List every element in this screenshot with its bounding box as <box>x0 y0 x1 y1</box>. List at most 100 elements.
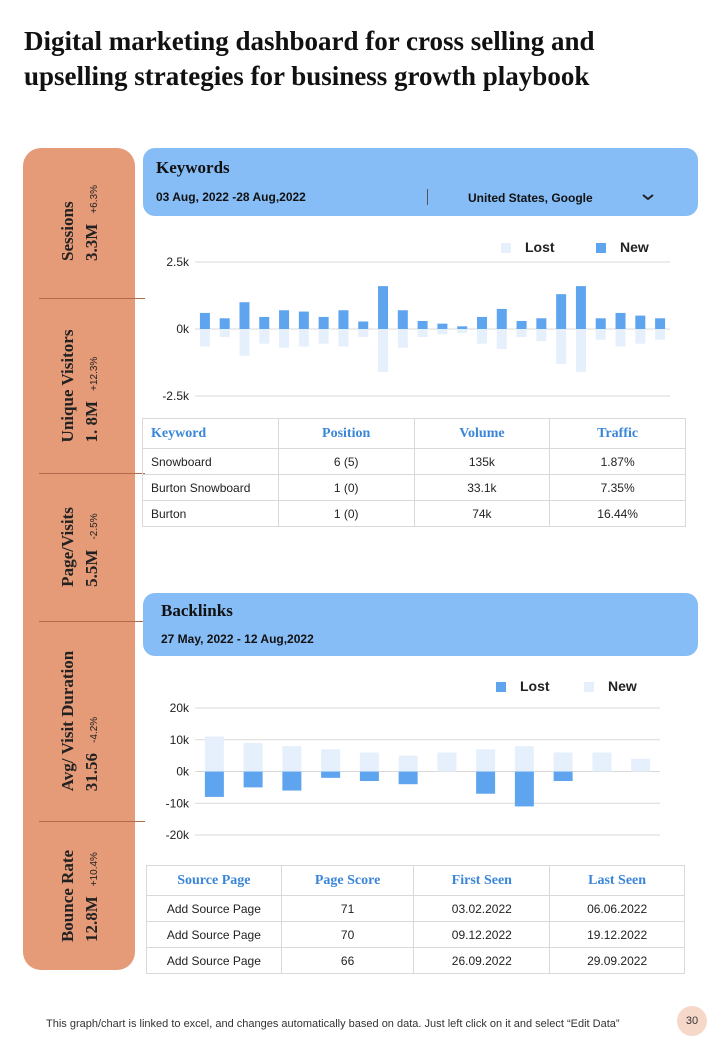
bar-lost[interactable] <box>219 329 230 338</box>
bar-new[interactable] <box>556 294 567 329</box>
bar-new[interactable] <box>259 316 270 329</box>
bar-lost[interactable] <box>359 771 379 782</box>
kpi-sessions[interactable]: Sessions 3.3M +6.3% <box>39 148 121 298</box>
bar-lost[interactable] <box>279 329 290 348</box>
bar-new[interactable] <box>615 312 626 329</box>
bar-new[interactable] <box>437 323 448 329</box>
kpi-change: -4.2% <box>89 716 100 743</box>
bar-lost[interactable] <box>496 329 507 350</box>
bar-new[interactable] <box>476 316 487 329</box>
bar-lost[interactable] <box>298 329 309 347</box>
bar-lost[interactable] <box>417 329 428 338</box>
bar-new[interactable] <box>655 318 666 329</box>
bar-new[interactable] <box>318 316 329 329</box>
bar-lost[interactable] <box>239 329 250 356</box>
bar-new[interactable] <box>199 312 210 329</box>
column-header[interactable]: First Seen <box>413 865 551 896</box>
bar-new[interactable] <box>536 318 547 329</box>
bar-new[interactable] <box>243 742 263 772</box>
bar-new[interactable] <box>219 318 230 329</box>
bar-lost[interactable] <box>397 329 408 348</box>
bar-lost[interactable] <box>243 771 263 788</box>
bar-new[interactable] <box>437 752 457 772</box>
table-cell: Burton <box>142 500 279 527</box>
bar-lost[interactable] <box>259 329 270 344</box>
y-tick-label: -2.5k <box>162 389 190 403</box>
table-cell: Add Source Page <box>146 921 282 948</box>
table-cell: 1 (0) <box>277 500 415 527</box>
bar-new[interactable] <box>595 318 606 329</box>
bar-new[interactable] <box>575 286 586 329</box>
kpi-change: +10.4% <box>89 851 100 886</box>
table-cell: 19.12.2022 <box>549 921 685 948</box>
kpi-bounce-rate[interactable]: Bounce Rate 12.8M +10.4% <box>39 821 121 970</box>
bar-new[interactable] <box>378 286 389 329</box>
kpi-unique-visitors[interactable]: Unique Visitors 1. 8M +12.3% <box>39 298 121 473</box>
bar-new[interactable] <box>338 310 349 329</box>
table-cell: 6 (5) <box>277 448 415 475</box>
bar-lost[interactable] <box>595 329 606 340</box>
bar-new[interactable] <box>496 308 507 329</box>
bar-new[interactable] <box>279 310 290 329</box>
legend-swatch <box>596 243 606 253</box>
bar-lost[interactable] <box>476 771 496 794</box>
bar-new[interactable] <box>239 302 250 329</box>
bar-new[interactable] <box>397 310 408 329</box>
bar-new[interactable] <box>592 752 612 772</box>
bar-new[interactable] <box>359 752 379 772</box>
bar-lost[interactable] <box>556 329 567 364</box>
chevron-down-icon[interactable] <box>642 193 654 201</box>
bar-new[interactable] <box>457 326 468 329</box>
bar-new[interactable] <box>282 746 302 772</box>
legend-swatch <box>496 682 506 692</box>
bar-new[interactable] <box>298 311 309 329</box>
y-tick-label: 20k <box>170 701 190 715</box>
bar-new[interactable] <box>204 736 224 772</box>
column-header[interactable]: Source Page <box>146 865 282 896</box>
bar-new[interactable] <box>476 749 496 772</box>
bar-lost[interactable] <box>338 329 349 347</box>
bar-lost[interactable] <box>318 329 329 344</box>
column-header[interactable]: Traffic <box>549 418 686 449</box>
bar-lost[interactable] <box>476 329 487 344</box>
kpi-page-visits[interactable]: Page/Visits 5.5M -2.5% <box>39 473 121 621</box>
bar-new[interactable] <box>514 746 534 772</box>
table-cell: 03.02.2022 <box>413 895 551 922</box>
table-cell: 09.12.2022 <box>413 921 551 948</box>
bar-new[interactable] <box>631 758 651 772</box>
bar-lost[interactable] <box>514 771 534 807</box>
bar-new[interactable] <box>635 315 646 329</box>
bar-lost[interactable] <box>615 329 626 347</box>
bar-lost[interactable] <box>358 329 369 338</box>
bar-lost[interactable] <box>655 329 666 340</box>
bar-lost[interactable] <box>282 771 302 791</box>
y-tick-label: 0k <box>176 765 190 779</box>
column-header[interactable]: Volume <box>413 418 551 449</box>
bar-lost[interactable] <box>575 329 586 372</box>
bar-new[interactable] <box>321 749 341 772</box>
bar-new[interactable] <box>516 320 527 329</box>
region-select[interactable]: United States, Google <box>468 191 593 205</box>
column-header[interactable]: Page Score <box>280 865 415 896</box>
bar-lost[interactable] <box>378 329 389 372</box>
bar-lost[interactable] <box>635 329 646 344</box>
column-header[interactable]: Position <box>277 418 415 449</box>
bar-lost[interactable] <box>553 771 573 782</box>
bar-lost[interactable] <box>199 329 210 347</box>
bar-lost[interactable] <box>457 329 468 334</box>
kpi-avg-visit-duration[interactable]: Avg/ Visit Duration 31.56 -4.2% <box>39 621 121 821</box>
bar-lost[interactable] <box>536 329 547 342</box>
bar-lost[interactable] <box>398 771 418 785</box>
bar-new[interactable] <box>417 320 428 329</box>
kpi-value: 5.5M <box>82 549 101 587</box>
bar-new[interactable] <box>553 752 573 772</box>
bar-new[interactable] <box>398 755 418 772</box>
bar-lost[interactable] <box>516 329 527 338</box>
column-header[interactable]: Keyword <box>142 418 279 449</box>
bar-lost[interactable] <box>437 329 448 335</box>
bar-lost[interactable] <box>204 771 224 797</box>
bar-lost[interactable] <box>321 771 341 778</box>
keywords-table: Keyword Position Volume Traffic Snowboar… <box>142 418 686 527</box>
column-header[interactable]: Last Seen <box>549 865 685 896</box>
bar-new[interactable] <box>358 321 369 329</box>
